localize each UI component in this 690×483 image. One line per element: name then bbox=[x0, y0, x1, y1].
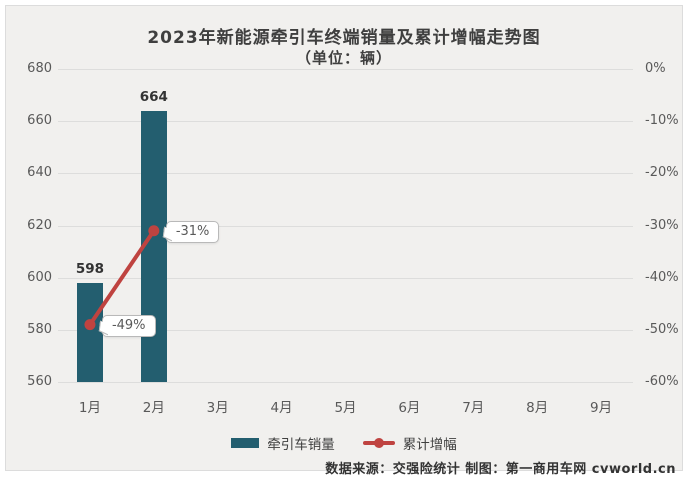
x-axis-tick: 4月 bbox=[270, 400, 293, 416]
gridline bbox=[58, 382, 633, 383]
chart-subtitle: （单位：辆） bbox=[295, 49, 392, 67]
x-axis: 1月 2月 3月 4月 5月 6月 7月 8月 9月 bbox=[58, 396, 633, 416]
gridline bbox=[58, 277, 633, 279]
y-axis-left-tick: 660 bbox=[27, 113, 52, 129]
plot-area: 598 664 -49% -31% bbox=[58, 69, 633, 383]
gridline bbox=[58, 329, 633, 331]
y-axis-right-tick: -40% bbox=[645, 269, 679, 285]
line-point-callout: -31% bbox=[165, 220, 220, 243]
y-axis-left-tick: 580 bbox=[27, 321, 52, 337]
legend-bar-label: 牵引车销量 bbox=[267, 437, 335, 453]
y-axis-right-tick: -50% bbox=[645, 321, 679, 337]
x-axis-tick: 9月 bbox=[590, 400, 613, 416]
legend-item-sales: 牵引车销量 bbox=[231, 433, 335, 453]
source-note: 数据来源：交强险统计 制图：第一商用车网 cvworld.cn bbox=[325, 462, 676, 477]
x-axis-tick: 2月 bbox=[142, 400, 165, 416]
bar-value-label: 664 bbox=[139, 88, 168, 105]
line-point bbox=[84, 319, 96, 331]
x-axis-tick: 1月 bbox=[78, 400, 101, 416]
gridline bbox=[58, 121, 633, 123]
x-axis-tick: 6月 bbox=[398, 400, 421, 416]
y-axis-right-tick: -60% bbox=[645, 374, 679, 389]
line-point-callout: -49% bbox=[101, 314, 156, 337]
y-axis-left-tick: 680 bbox=[27, 61, 52, 76]
bar bbox=[76, 282, 103, 382]
gridline bbox=[58, 173, 633, 175]
line-point bbox=[148, 225, 160, 237]
y-axis-left-tick: 600 bbox=[27, 269, 52, 285]
x-axis-tick: 3月 bbox=[206, 400, 229, 416]
x-axis-tick: 8月 bbox=[526, 400, 549, 416]
chart-panel: 2023年新能源牵引车终端销量及累计增幅走势图 （单位：辆） 680 660 640… bbox=[5, 5, 683, 477]
gridline bbox=[58, 69, 633, 70]
y-axis-left-tick: 620 bbox=[27, 217, 52, 233]
legend: 牵引车销量 累计增幅 bbox=[6, 433, 682, 453]
y-axis-right-tick: -30% bbox=[645, 217, 679, 233]
legend-line-label: 累计增幅 bbox=[402, 437, 457, 453]
x-axis-tick: 5月 bbox=[334, 400, 357, 416]
x-axis-tick: 7月 bbox=[462, 400, 485, 416]
gridline bbox=[58, 225, 633, 227]
y-axis-right-tick: -10% bbox=[645, 113, 679, 129]
y-axis-right-tick: -20% bbox=[645, 165, 679, 181]
line-segment bbox=[87, 228, 156, 327]
y-axis-right-tick: 0% bbox=[645, 61, 666, 76]
line-swatch-dot bbox=[373, 438, 384, 448]
y-axis-left-tick: 640 bbox=[27, 165, 52, 181]
growth-line bbox=[84, 225, 160, 331]
chart-title: 2023年新能源牵引车终端销量及累计增幅走势图 bbox=[147, 28, 541, 48]
bar-series-swatch bbox=[231, 438, 260, 448]
bar-value-label: 598 bbox=[75, 260, 105, 277]
legend-item-growth: 累计增幅 bbox=[362, 433, 457, 453]
y-axis-left-tick: 560 bbox=[27, 374, 52, 389]
line-series-swatch bbox=[362, 438, 395, 448]
